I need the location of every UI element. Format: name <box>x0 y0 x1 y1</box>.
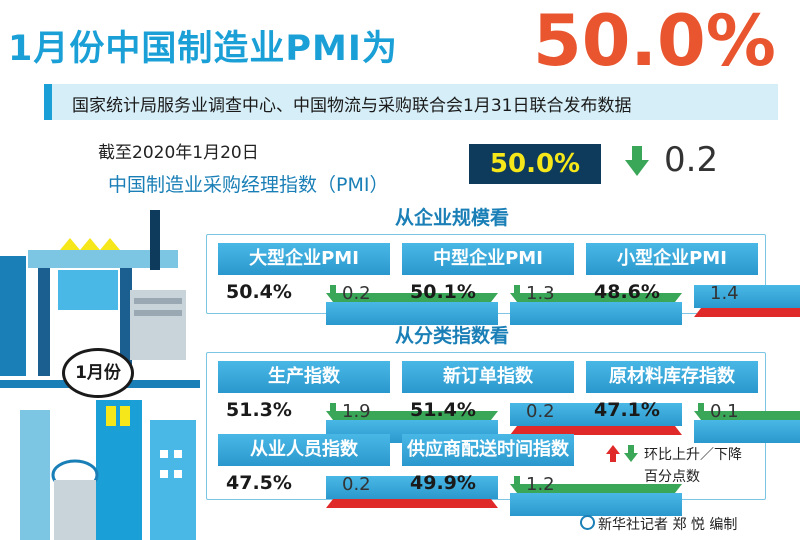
xinhua-logo-icon <box>580 515 595 530</box>
credit-text: 新华社记者 郑 悦 编制 <box>598 517 738 533</box>
card-value: 47.1% <box>594 399 660 421</box>
source-text: 国家统计局服务业调查中心、中国物流与采购联合会1月31日联合发布数据 <box>72 96 632 116</box>
up-arrow-icon <box>510 403 682 435</box>
down-arrow-icon <box>625 146 649 178</box>
card-small-enterprise: 小型企业PMI 48.6% 1.4 <box>586 243 800 317</box>
card-label: 原材料库存指数 <box>586 361 758 393</box>
headline-value-box: 50.0% <box>469 144 601 184</box>
card-production: 生产指数 51.3% 1.9 <box>218 361 498 443</box>
down-arrow-icon <box>624 445 638 462</box>
section-scale-title: 从企业规模看 <box>395 207 510 229</box>
legend-line-2: 百分点数 <box>644 469 700 485</box>
card-label: 从业人员指数 <box>218 434 390 466</box>
legend-line-1: 环比上升／下降 <box>644 447 742 463</box>
card-raw-material-inventory: 原材料库存指数 47.1% 0.1 <box>586 361 800 443</box>
card-change: 0.2 <box>342 283 371 304</box>
as-of-date: 截至2020年1月20日 <box>98 143 259 163</box>
card-value: 51.3% <box>226 399 292 421</box>
card-change: 1.3 <box>526 283 555 304</box>
up-arrow-icon <box>326 476 498 508</box>
down-arrow-icon <box>510 285 682 325</box>
card-change: 0.2 <box>342 474 371 495</box>
card-supplier-delivery-time: 供应商配送时间指数 49.9% 1.2 <box>402 434 682 516</box>
card-value: 50.1% <box>410 281 476 303</box>
down-arrow-icon <box>326 285 498 325</box>
source-band: 国家统计局服务业调查中心、中国物流与采购联合会1月31日联合发布数据 <box>44 84 778 120</box>
down-arrow-icon <box>510 476 682 516</box>
card-new-orders: 新订单指数 51.4% 0.2 <box>402 361 682 435</box>
card-label: 大型企业PMI <box>218 243 390 275</box>
card-value: 50.4% <box>226 281 292 303</box>
pmi-name: 中国制造业采购经理指数（PMI） <box>108 174 389 196</box>
card-change: 0.2 <box>526 401 555 422</box>
card-employment: 从业人员指数 47.5% 0.2 <box>218 434 498 508</box>
credit: 新华社记者 郑 悦 编制 <box>580 514 738 534</box>
card-value: 47.5% <box>226 472 292 494</box>
factory-illustration <box>0 210 200 540</box>
card-label: 供应商配送时间指数 <box>402 434 574 466</box>
headline-value: 50.0% <box>489 149 581 179</box>
card-medium-enterprise: 中型企业PMI 50.1% 1.3 <box>402 243 682 325</box>
card-change: 0.1 <box>710 401 739 422</box>
card-change: 1.2 <box>526 474 555 495</box>
section-category-title: 从分类指数看 <box>395 325 510 347</box>
down-arrow-icon <box>694 403 800 443</box>
card-change: 1.4 <box>710 283 739 304</box>
card-label: 中型企业PMI <box>402 243 574 275</box>
card-label: 生产指数 <box>218 361 390 393</box>
title-lead: 1月份中国制造业PMI为 <box>8 29 398 69</box>
card-value: 48.6% <box>594 281 660 303</box>
down-arrow-icon <box>326 403 498 443</box>
card-large-enterprise: 大型企业PMI 50.4% 0.2 <box>218 243 498 325</box>
card-value: 51.4% <box>410 399 476 421</box>
up-arrow-icon <box>694 285 800 317</box>
card-label: 小型企业PMI <box>586 243 758 275</box>
headline-change: 0.2 <box>664 140 719 180</box>
card-change: 1.9 <box>342 401 371 422</box>
title-value: 50.0% <box>533 0 776 82</box>
up-arrow-icon <box>606 445 620 462</box>
card-label: 新订单指数 <box>402 361 574 393</box>
month-badge: 1月份 <box>62 348 134 398</box>
card-value: 49.9% <box>410 472 476 494</box>
